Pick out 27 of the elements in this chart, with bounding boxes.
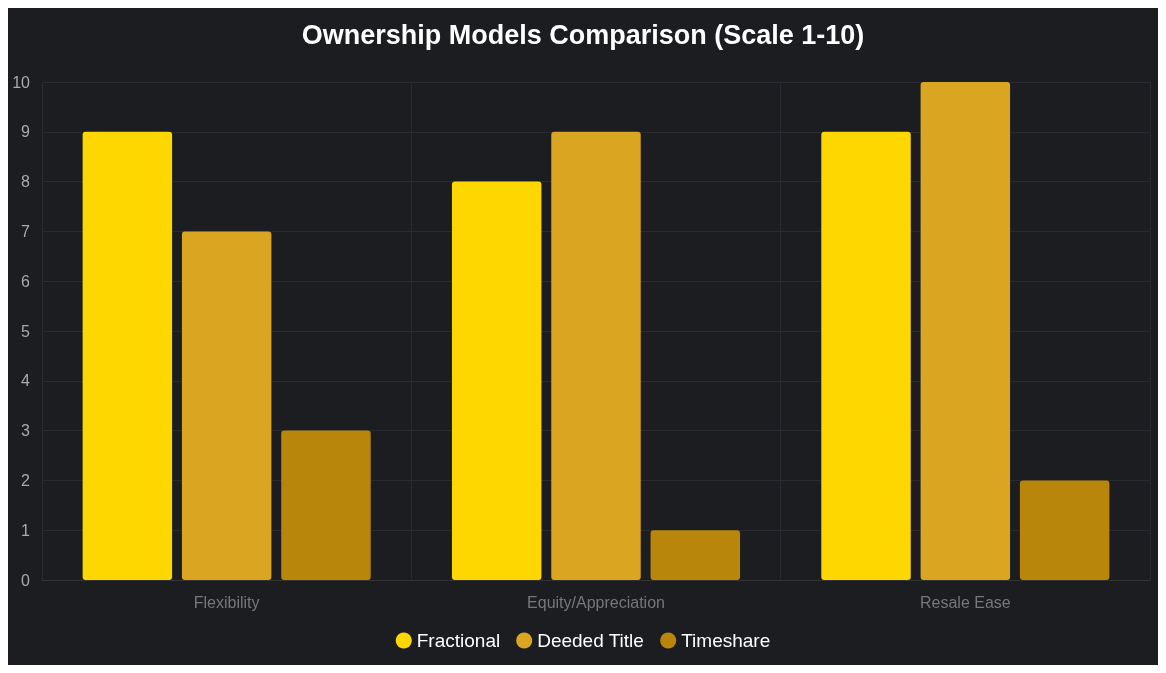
y-tick-label: 2 (21, 471, 31, 489)
y-tick-label: 10 (12, 73, 31, 91)
x-tick-label: Resale Ease (919, 593, 1011, 611)
bar (551, 131, 641, 580)
y-tick-label: 1 (21, 521, 31, 539)
legend-label: Fractional (416, 630, 501, 651)
bar (650, 530, 741, 580)
x-tick-label: Flexibility (193, 593, 260, 611)
y-tick-label: 0 (21, 571, 31, 589)
bar (451, 181, 542, 580)
bar (821, 131, 911, 580)
legend-label: Deeded Title (537, 630, 644, 651)
bar (181, 231, 272, 580)
bar (281, 430, 371, 580)
legend-label: Timeshare (681, 630, 771, 651)
y-tick-label: 5 (21, 322, 31, 340)
bar (82, 131, 173, 580)
y-tick-label: 7 (21, 222, 31, 240)
bar (920, 82, 1011, 580)
y-tick-label: 3 (21, 422, 31, 440)
y-tick-label: 6 (21, 272, 31, 290)
y-tick-label: 9 (21, 123, 31, 141)
y-tick-label: 4 (21, 372, 31, 390)
y-tick-label: 8 (21, 173, 31, 191)
x-tick-label: Equity/Appreciation (527, 593, 665, 611)
chart-title: Ownership Models Comparison (Scale 1-10) (301, 19, 865, 50)
bar (1019, 480, 1110, 580)
